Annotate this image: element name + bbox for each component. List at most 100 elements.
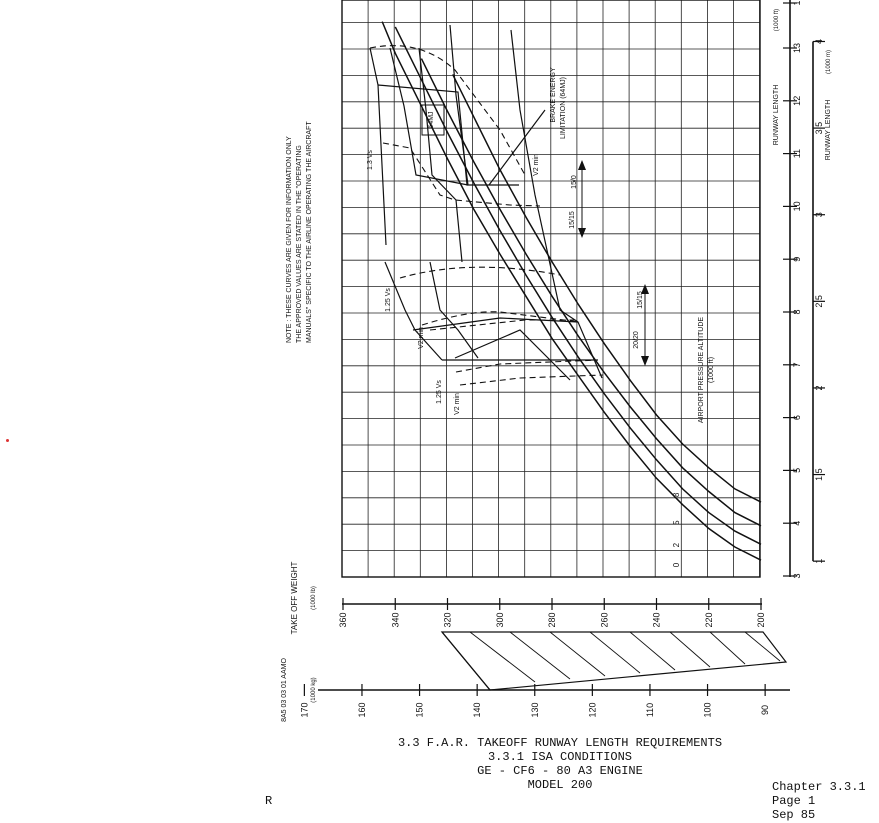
runway-ft-tick-label: 10 bbox=[792, 201, 802, 211]
conversion-hatch bbox=[669, 631, 711, 668]
curve-label-altitude-5: 5 bbox=[672, 520, 681, 525]
arrow-head bbox=[641, 356, 649, 366]
document-code: 8A5 03 03 01 AAMO bbox=[281, 658, 288, 722]
runway-ft-tick-label: 1 bbox=[792, 0, 802, 5]
conversion-hatch bbox=[629, 631, 676, 671]
margin-dot bbox=[6, 439, 9, 442]
runway-ft-axis-title: RUNWAY LENGTH bbox=[773, 85, 780, 146]
weight-lb-tick-label: 300 bbox=[495, 612, 505, 627]
conversion-hatch bbox=[589, 631, 641, 674]
curve-label-altitude-8: 8 bbox=[672, 492, 681, 497]
weight-lb-tick-label: 340 bbox=[390, 612, 400, 627]
flap-dashed-curve bbox=[459, 374, 604, 386]
chart-annotation: 15/0 bbox=[571, 175, 578, 189]
runway-ft-tick-label: 12 bbox=[792, 96, 802, 106]
runway-ft-tick-label: 5 bbox=[792, 468, 802, 473]
limit-line bbox=[369, 47, 387, 246]
altitude-label-unit: (1000 ft) bbox=[708, 357, 715, 383]
runway-m-axis-title: RUNWAY LENGTH bbox=[825, 100, 832, 161]
weight-lb-tick-label: 220 bbox=[704, 612, 714, 627]
caption-line-1: 3.3 F.A.R. TAKEOFF RUNWAY LENGTH REQUIRE… bbox=[397, 736, 723, 750]
weight-kg-tick-label: 140 bbox=[472, 702, 482, 717]
conversion-hatch bbox=[549, 631, 606, 677]
altitude-curves: 0 2 5 8 bbox=[369, 21, 762, 567]
note-line-2: THE APPROVED VALUES ARE STATED IN THE "O… bbox=[296, 145, 303, 343]
weight-axis-title: TAKE OFF WEIGHT bbox=[290, 562, 299, 635]
conversion-hatch bbox=[744, 631, 781, 662]
chart-annotation: 1.25 Vs bbox=[385, 288, 392, 312]
chart-annotation: V2 min bbox=[454, 393, 461, 415]
weight-kg-axis-unit: (1000 kg) bbox=[311, 677, 317, 702]
caption-line-2: 3.3.1 ISA CONDITIONS bbox=[487, 750, 633, 764]
chart-annotation: V2 min bbox=[418, 327, 425, 349]
runway-ft-tick-label: 9 bbox=[792, 257, 802, 262]
altitude-label: AIRPORT PRESSURE ALTITUDE bbox=[698, 317, 705, 424]
limit-line bbox=[389, 47, 469, 186]
limit-line bbox=[454, 329, 571, 381]
curve-label-altitude-2: 2 bbox=[672, 542, 681, 547]
weight-kg-tick-label: 160 bbox=[357, 702, 367, 717]
flap-dashed-curve bbox=[382, 142, 541, 207]
flap-dashed-curve bbox=[429, 319, 578, 331]
runway-ft-tick-label: 11 bbox=[792, 149, 802, 158]
limit-line bbox=[377, 84, 519, 186]
runway-m-tick-label: 4 bbox=[814, 39, 824, 44]
flap-dashed-curve bbox=[399, 266, 561, 279]
flap-setting-dashed-curves bbox=[369, 45, 604, 386]
note-line-3: MANUALS" SPECIFIC TO THE AIRLINE OPERATI… bbox=[306, 121, 313, 343]
arrow-head bbox=[641, 284, 649, 294]
chart-annotation: 15/15 bbox=[637, 291, 644, 309]
chart-annotation: BRAKE ENERGY bbox=[550, 67, 557, 123]
conversion-hatch bbox=[469, 631, 536, 683]
weight-lb-tick-label: 260 bbox=[599, 612, 609, 627]
runway-ft-tick-label: 3 bbox=[792, 573, 802, 578]
weight-lb-tick-label: 320 bbox=[443, 612, 453, 627]
runway-ft-tick-label: 7 bbox=[792, 362, 802, 367]
runway-m-axis-unit: (1000 m) bbox=[826, 50, 832, 74]
energy-limit-box bbox=[421, 104, 445, 136]
chart-annotation: 15/15 bbox=[569, 211, 576, 229]
limit-line bbox=[488, 109, 546, 186]
page-label: Page 1 bbox=[772, 794, 816, 808]
curve-altitude-8 bbox=[452, 74, 762, 503]
weight-kg-tick-label: 170 bbox=[299, 702, 309, 717]
weight-lb-tick-label: 360 bbox=[338, 612, 348, 627]
curve-altitude-0 bbox=[381, 21, 762, 561]
weight-kg-tick-label: 110 bbox=[645, 703, 655, 717]
limit-line bbox=[510, 29, 603, 379]
curve-altitude-2 bbox=[394, 26, 762, 545]
date-label: Sep 85 bbox=[772, 808, 816, 822]
limit-line bbox=[449, 24, 469, 186]
chart-annotation: V2 min bbox=[533, 154, 540, 176]
flap-dashed-curve bbox=[455, 359, 599, 373]
weight-kg-tick-label: 100 bbox=[703, 702, 713, 717]
conversion-band-edge bbox=[441, 631, 491, 691]
note-line-1: NOTE : THESE CURVES ARE GIVEN FOR INFORM… bbox=[286, 136, 293, 343]
weight-lb-tick-label: 240 bbox=[652, 612, 662, 627]
chart-annotation: 1.3 Vs bbox=[367, 150, 374, 170]
weight-kg-tick-label: 150 bbox=[415, 702, 425, 717]
conversion-hatch bbox=[709, 631, 746, 665]
runway-ft-tick-label: 13 bbox=[792, 43, 802, 53]
chart-annotation: 20/20 bbox=[633, 331, 640, 349]
weight-lb-tick-label: 200 bbox=[756, 612, 766, 627]
conversion-hatch bbox=[509, 631, 571, 680]
caption-line-3: GE - CF6 - 80 A3 ENGINE bbox=[477, 764, 643, 778]
limit-line bbox=[412, 317, 579, 331]
runway-m-tick-label: 1 bbox=[814, 559, 824, 564]
weight-kg-tick-label: 130 bbox=[530, 702, 540, 717]
arrow-head bbox=[578, 160, 586, 170]
caption-line-4: MODEL 200 bbox=[527, 778, 593, 792]
limit-line bbox=[429, 261, 479, 359]
chart-annotation: 1.25 Vs bbox=[436, 380, 443, 404]
flap-dashed-curve bbox=[421, 311, 581, 326]
weight-kg-tick-label: 90 bbox=[760, 705, 770, 715]
weight-kg-tick-label: 120 bbox=[587, 702, 597, 717]
chart-text: NOTE : THESE CURVES ARE GIVEN FOR INFORM… bbox=[286, 67, 715, 423]
runway-m-tick-label: 2 bbox=[814, 385, 824, 390]
chart-annotation: 64MJ bbox=[428, 111, 435, 128]
limit-line bbox=[418, 47, 463, 263]
runway-m-tick-label: 3.5 bbox=[814, 122, 824, 135]
limit-line bbox=[384, 261, 443, 361]
runway-m-tick-label: 3 bbox=[814, 212, 824, 217]
